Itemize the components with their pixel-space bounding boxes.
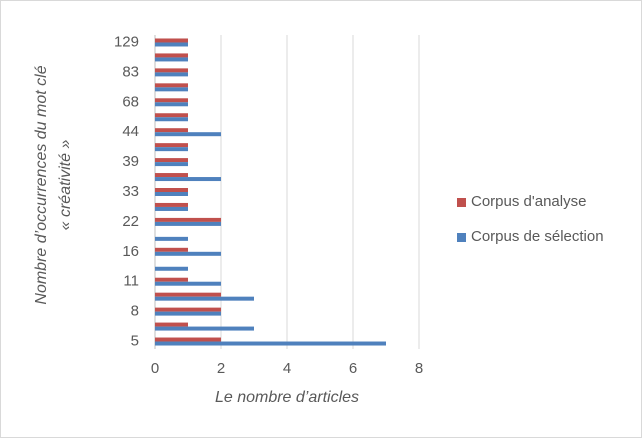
bar (155, 57, 188, 62)
y-tick-label: 8 (131, 303, 139, 320)
bar (155, 311, 221, 316)
bar (155, 277, 188, 282)
bar (155, 202, 188, 207)
bar (155, 221, 221, 226)
bar (155, 162, 188, 167)
bar (155, 307, 221, 312)
bar (155, 341, 386, 346)
legend-swatch (457, 198, 466, 207)
bar (155, 128, 188, 133)
x-tick-label: 4 (283, 360, 291, 377)
bar (155, 337, 221, 342)
legend-label: Corpus d'analyse (471, 193, 586, 210)
bar (155, 53, 188, 58)
y-tick-label: 11 (123, 273, 139, 290)
bar (155, 98, 188, 103)
y-tick-label: 16 (122, 243, 139, 260)
y-tick-label: 22 (122, 213, 139, 230)
bar (155, 266, 188, 271)
bar (155, 38, 188, 43)
bar (155, 143, 188, 148)
bar (155, 281, 221, 286)
y-tick-label: 129 (114, 33, 139, 50)
bar (155, 147, 188, 152)
bar (155, 322, 188, 327)
bar (155, 177, 221, 182)
y-axis-title: « créativité » (57, 140, 74, 231)
bar (155, 296, 254, 301)
bar (155, 206, 188, 211)
bar (155, 158, 188, 163)
bar (155, 292, 221, 297)
legend-swatch (457, 233, 466, 242)
x-tick-label: 0 (151, 360, 159, 377)
bar (155, 236, 188, 241)
y-tick-label: 39 (122, 153, 139, 170)
bar (155, 42, 188, 47)
bar (155, 68, 188, 73)
x-tick-label: 2 (217, 360, 225, 377)
bar (155, 251, 221, 256)
y-tick-label: 44 (122, 123, 139, 140)
bar (155, 132, 221, 137)
bar (155, 113, 188, 118)
bar (155, 173, 188, 178)
x-tick-label: 8 (415, 360, 423, 377)
legend-label: Corpus de sélection (471, 228, 604, 245)
y-axis-title: Nombre d’occurrences du mot clé (33, 65, 50, 304)
y-tick-label: 33 (122, 183, 139, 200)
bar (155, 326, 254, 331)
bar (155, 247, 188, 252)
bar (155, 188, 188, 192)
bar (155, 83, 188, 88)
x-axis-title: Le nombre d’articles (215, 389, 359, 406)
bar (155, 87, 188, 92)
y-tick-label: 83 (122, 63, 139, 80)
bar (155, 72, 188, 77)
y-tick-label: 68 (122, 93, 139, 110)
bar (155, 117, 188, 122)
bar (155, 102, 188, 107)
y-tick-label: 5 (131, 332, 139, 349)
bar (155, 217, 221, 222)
bar (155, 192, 188, 196)
x-tick-label: 6 (349, 360, 357, 377)
